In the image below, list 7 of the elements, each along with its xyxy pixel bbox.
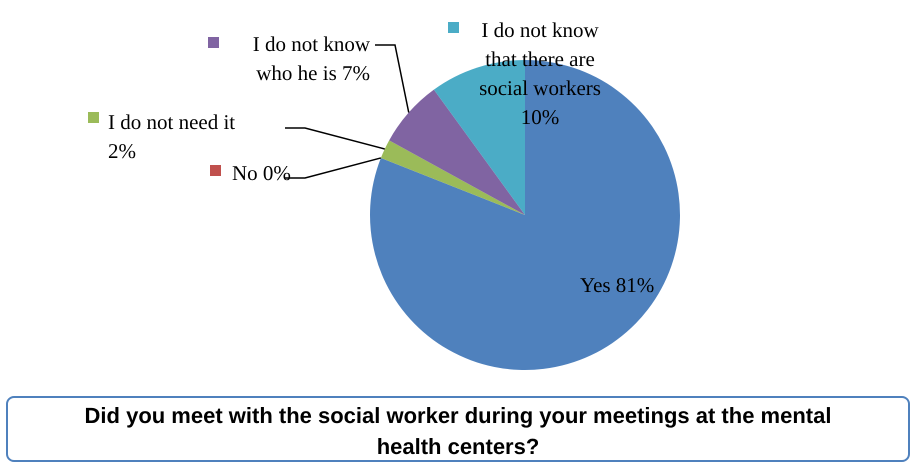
text: Did you meet with the social worker during your meetings at the mental health centers? [6,396,910,462]
legend-label: I do not know who he is 7% [252,32,371,85]
data-label: 2% [108,139,136,163]
legend-label: No 0% [232,161,291,185]
legend-label: I do not need it [108,110,236,134]
data-label: 10% [520,105,560,129]
slice-label: Yes 81% [580,273,654,297]
